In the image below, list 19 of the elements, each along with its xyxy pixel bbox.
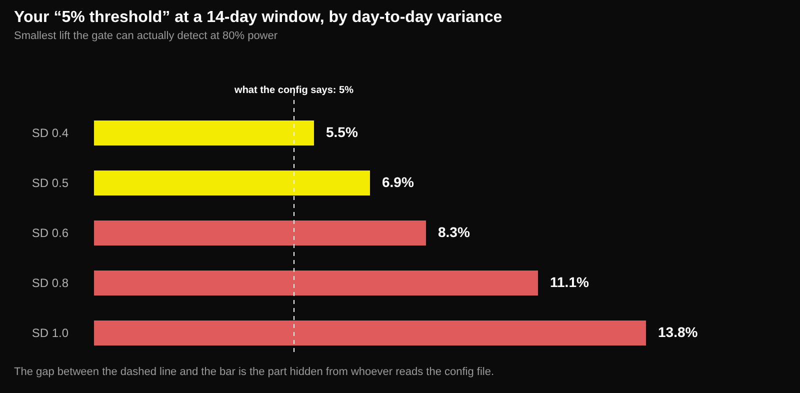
data-label: 8.3% bbox=[438, 224, 470, 240]
chart-title: Your “5% threshold” at a 14-day window, by day-to-day variance bbox=[14, 9, 502, 26]
data-label: 6.9% bbox=[382, 174, 414, 190]
bar bbox=[94, 120, 314, 146]
y-tick-label: SD 1.0 bbox=[32, 326, 69, 340]
bar bbox=[94, 220, 426, 246]
y-tick-label: SD 0.4 bbox=[32, 126, 69, 140]
y-tick-label: SD 0.8 bbox=[32, 276, 69, 290]
ref-line-label: what the config says: 5% bbox=[234, 85, 354, 96]
data-label: 5.5% bbox=[326, 124, 358, 140]
bar bbox=[94, 170, 370, 196]
y-tick-label: SD 0.6 bbox=[32, 226, 69, 240]
y-tick-label: SD 0.5 bbox=[32, 176, 69, 190]
chart-subtitle: Smallest lift the gate can actually detect at 80% power bbox=[14, 30, 278, 42]
bar bbox=[94, 270, 538, 296]
bar bbox=[94, 320, 646, 346]
text: The gap between the dashed line and the bar is the part hidden from whoever reads the config file. bbox=[14, 366, 494, 378]
data-label: 13.8% bbox=[658, 324, 698, 340]
data-label: 11.1% bbox=[550, 274, 590, 290]
